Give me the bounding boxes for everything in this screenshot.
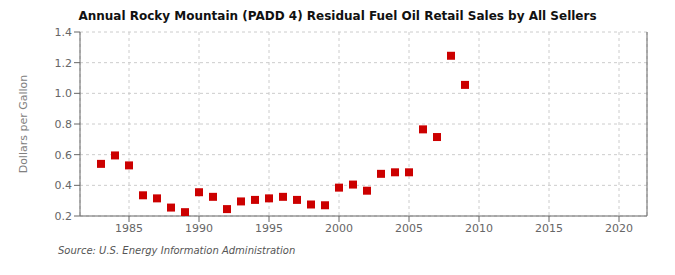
svg-text:0.8: 0.8 bbox=[55, 118, 73, 131]
svg-text:1985: 1985 bbox=[115, 222, 143, 235]
svg-text:1995: 1995 bbox=[255, 222, 283, 235]
svg-text:0.6: 0.6 bbox=[55, 149, 73, 162]
svg-text:2015: 2015 bbox=[535, 222, 563, 235]
svg-text:1990: 1990 bbox=[185, 222, 213, 235]
svg-text:2005: 2005 bbox=[395, 222, 423, 235]
svg-text:Dollars per Gallon: Dollars per Gallon bbox=[17, 75, 30, 174]
svg-text:0.4: 0.4 bbox=[55, 179, 73, 192]
html-text:Annual Rocky Mountain (PADD 4): Annual Rocky Mountain (PADD 4) Residual … bbox=[78, 9, 597, 23]
svg-text:2020: 2020 bbox=[605, 222, 633, 235]
svg-text:2010: 2010 bbox=[465, 222, 493, 235]
svg-text:1.4: 1.4 bbox=[55, 26, 73, 39]
svg-text:1.0: 1.0 bbox=[55, 87, 73, 100]
svg-text:2000: 2000 bbox=[325, 222, 353, 235]
svg-text:1.2: 1.2 bbox=[55, 57, 73, 70]
svg-text:0.2: 0.2 bbox=[55, 210, 73, 223]
html-text:Source: U.S. Energy Informatio: Source: U.S. Energy Information Administ… bbox=[58, 245, 296, 256]
